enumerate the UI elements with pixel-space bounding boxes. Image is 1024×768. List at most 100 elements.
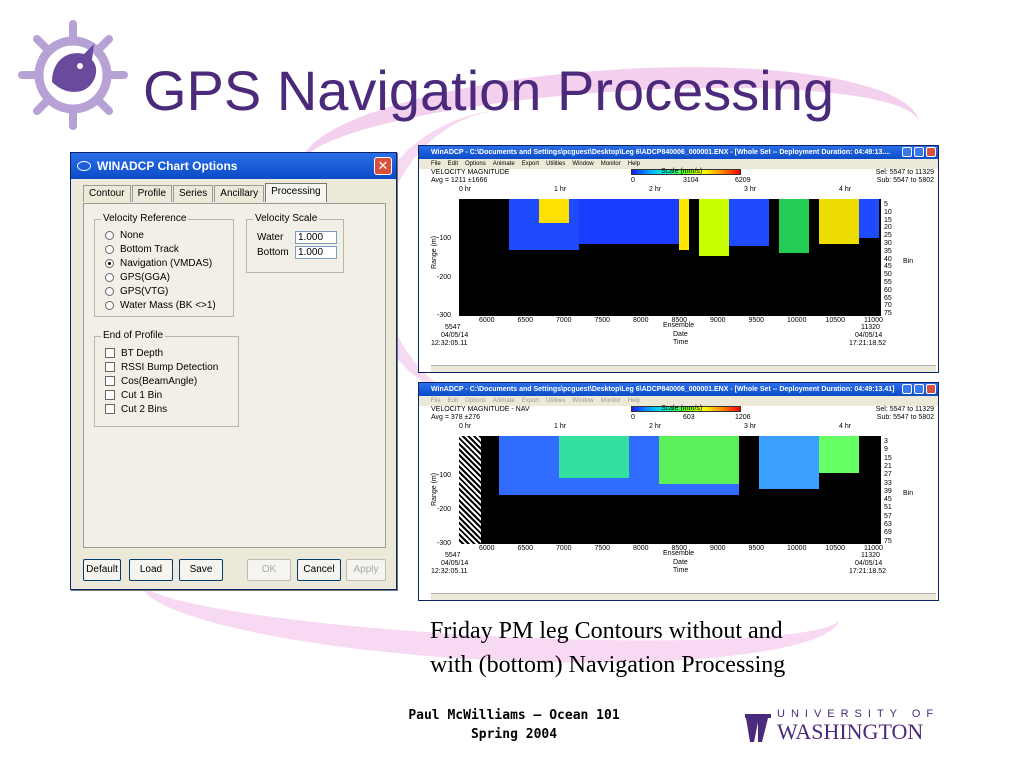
y-tick: -100 xyxy=(437,235,452,242)
tab-series[interactable]: Series xyxy=(172,185,214,202)
x-tick: 11000 xyxy=(864,317,883,324)
apply-button[interactable]: Apply xyxy=(346,559,386,581)
checkbox-bt-depth[interactable]: BT Depth xyxy=(105,346,238,360)
radio-icon[interactable] xyxy=(105,286,114,296)
tab-contour[interactable]: Contour xyxy=(83,185,131,202)
caption-line-1: Friday PM leg Contours without and xyxy=(430,618,783,644)
close-icon[interactable] xyxy=(926,147,936,157)
radio-gps-gga[interactable]: GPS(GGA) xyxy=(105,270,233,284)
menu-animate[interactable]: Animate xyxy=(492,161,515,167)
radio-gps-vtg[interactable]: GPS(VTG) xyxy=(105,284,233,298)
default-button[interactable]: Default xyxy=(83,559,121,581)
window-titlebar[interactable]: WinADCP - C:\Documents and Settings\pcgu… xyxy=(419,383,938,396)
average-readout: Avg = 1211 ±1666 xyxy=(431,177,488,184)
time-end: 17:21:18.52 xyxy=(849,340,886,347)
cancel-button[interactable]: Cancel xyxy=(297,559,341,581)
bin-label: Bin xyxy=(903,257,914,265)
menu-export[interactable]: Export xyxy=(521,161,540,167)
end-of-profile-label: End of Profile xyxy=(101,330,166,341)
minimize-icon[interactable] xyxy=(902,384,912,394)
hour-tick: 3 hr xyxy=(744,186,757,193)
menu-export[interactable]: Export xyxy=(521,398,540,404)
bin-tick: 27 xyxy=(884,471,892,479)
save-button[interactable]: Save xyxy=(179,559,223,581)
menu-edit[interactable]: Edit xyxy=(447,398,459,404)
menu-help[interactable]: Help xyxy=(627,398,641,404)
bin-tick: 21 xyxy=(884,462,892,470)
window-title: WinADCP - C:\Documents and Settings\pcgu… xyxy=(431,149,891,156)
time-start: 12:32:05.11 xyxy=(431,568,468,575)
menu-file[interactable]: File xyxy=(431,161,441,167)
radio-bottom-track[interactable]: Bottom Track xyxy=(105,242,233,256)
radio-selected-icon[interactable] xyxy=(105,258,114,268)
bin-tick: 39 xyxy=(884,487,892,495)
menu-monitor[interactable]: Monitor xyxy=(600,398,621,404)
x-tick: 7000 xyxy=(556,545,572,552)
tab-processing[interactable]: Processing xyxy=(265,183,327,202)
scale-tick: 0 xyxy=(631,414,635,421)
velocity-scale-group: Velocity Scale Water 1.000 Bottom 1.000 xyxy=(246,213,344,273)
menu-file[interactable]: File xyxy=(431,398,441,404)
horizontal-scrollbar[interactable] xyxy=(431,593,936,600)
menu-window[interactable]: Window xyxy=(572,161,594,167)
selection-readout: Sel: 5547 to 11329 xyxy=(875,406,934,413)
velocity-scale-label: Velocity Scale xyxy=(253,213,320,224)
velocity-band xyxy=(659,436,739,484)
x-tick: 6500 xyxy=(517,545,534,552)
checkbox-icon[interactable] xyxy=(105,362,115,372)
maximize-icon[interactable] xyxy=(914,147,924,157)
radio-none[interactable]: None xyxy=(105,228,233,242)
menu-animate[interactable]: Animate xyxy=(492,398,515,404)
maximize-icon[interactable] xyxy=(914,384,924,394)
close-icon[interactable] xyxy=(926,384,936,394)
menu-options[interactable]: Options xyxy=(465,398,486,404)
checkbox-icon[interactable] xyxy=(105,390,115,400)
y-tick: -200 xyxy=(437,273,452,281)
menu-bar: File Edit Options Animate Export Utiliti… xyxy=(419,159,938,169)
color-scale-bar xyxy=(631,406,741,412)
checkbox-cut-2-bins[interactable]: Cut 2 Bins xyxy=(105,402,238,416)
x-tick: 10500 xyxy=(825,545,845,552)
menu-utilities[interactable]: Utilities xyxy=(546,398,566,404)
radio-navigation-vmdas[interactable]: Navigation (VMDAS) xyxy=(105,256,233,270)
radio-icon[interactable] xyxy=(105,272,114,282)
window-titlebar[interactable]: WinADCP - C:\Documents and Settings\pcgu… xyxy=(419,146,938,159)
menu-window[interactable]: Window xyxy=(572,398,594,404)
x-tick: 9500 xyxy=(748,545,765,552)
velocity-reference-label: Velocity Reference xyxy=(101,213,189,224)
checkbox-cos-beam-angle[interactable]: Cos(BeamAngle) xyxy=(105,374,238,388)
close-icon[interactable]: ✕ xyxy=(374,157,392,175)
checkbox-icon[interactable] xyxy=(105,376,115,386)
minimize-icon[interactable] xyxy=(902,147,912,157)
menu-utilities[interactable]: Utilities xyxy=(546,161,566,167)
end-of-profile-group: End of Profile BT Depth RSSI Bump Detect… xyxy=(94,330,239,427)
ok-button[interactable]: OK xyxy=(247,559,291,581)
water-scale-input[interactable]: 1.000 xyxy=(295,231,337,244)
radio-icon[interactable] xyxy=(105,244,114,254)
checkbox-cut-1-bin[interactable]: Cut 1 Bin xyxy=(105,388,238,402)
dialog-titlebar[interactable]: WINADCP Chart Options xyxy=(71,153,396,179)
tab-ancillary[interactable]: Ancillary xyxy=(214,185,265,202)
menu-help[interactable]: Help xyxy=(627,161,641,167)
radio-icon[interactable] xyxy=(105,300,114,310)
menu-options[interactable]: Options xyxy=(465,161,486,167)
bin-tick: 15 xyxy=(884,454,892,462)
bin-tick: 10 xyxy=(884,208,892,216)
load-button[interactable]: Load xyxy=(129,559,173,581)
checkbox-rssi-bump[interactable]: RSSI Bump Detection xyxy=(105,360,238,374)
checkbox-icon[interactable] xyxy=(105,404,115,414)
x-tick: 8500 xyxy=(671,545,688,552)
radio-water-mass[interactable]: Water Mass (BK <>1) xyxy=(105,298,233,312)
hour-tick: 0 hr xyxy=(459,186,472,193)
checkbox-icon[interactable] xyxy=(105,348,115,358)
velocity-contour-data xyxy=(459,436,881,544)
horizontal-scrollbar[interactable] xyxy=(431,365,936,372)
radio-icon[interactable] xyxy=(105,230,114,240)
menu-monitor[interactable]: Monitor xyxy=(600,161,621,167)
tab-profile[interactable]: Profile xyxy=(131,185,172,202)
ensemble-label: Ensemble xyxy=(663,322,695,329)
bottom-scale-input[interactable]: 1.000 xyxy=(295,246,337,259)
bin-tick: 57 xyxy=(884,512,892,520)
bin-tick: 51 xyxy=(884,504,892,512)
menu-edit[interactable]: Edit xyxy=(447,161,459,167)
